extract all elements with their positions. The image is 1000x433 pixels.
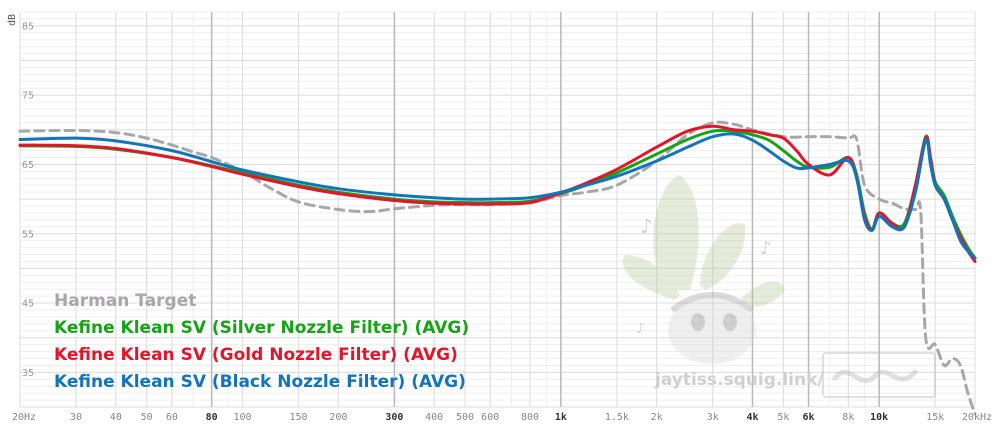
x-tick-label: 300 bbox=[385, 412, 403, 423]
legend-entry[interactable]: Kefine Klean SV (Black Nozzle Filter) (A… bbox=[54, 372, 466, 392]
x-tick-label: 600 bbox=[481, 412, 499, 423]
chart-legend: Harman Target Kefine Klean SV (Silver No… bbox=[54, 288, 469, 396]
legend-entry[interactable]: Kefine Klean SV (Silver Nozzle Filter) (… bbox=[54, 318, 470, 338]
x-tick-label: 1k bbox=[555, 412, 567, 423]
x-tick-label: 200 bbox=[329, 412, 347, 423]
svg-text:♪: ♪ bbox=[760, 238, 772, 259]
series-line-3[interactable] bbox=[18, 132, 977, 260]
x-tick-label: 3k bbox=[707, 412, 719, 423]
svg-text:♪: ♪ bbox=[640, 214, 653, 238]
x-tick-label: 2k bbox=[651, 412, 663, 423]
x-tick-label: 15k bbox=[926, 412, 944, 423]
legend-entry[interactable]: Harman Target bbox=[54, 291, 197, 311]
svg-text:♪: ♪ bbox=[636, 321, 645, 337]
curves-layer bbox=[18, 120, 977, 416]
squig-logo-box bbox=[822, 352, 936, 398]
x-tick-label: 8k bbox=[842, 412, 854, 423]
x-tick-label: 20kHz bbox=[962, 412, 992, 423]
watermark-url: jaytiss.squig.link/ bbox=[655, 370, 824, 390]
x-tick-label: 5k bbox=[777, 412, 789, 423]
x-tick-label: 100 bbox=[233, 412, 251, 423]
x-tick-label: 30 bbox=[70, 412, 82, 423]
x-tick-label: 60 bbox=[166, 412, 178, 423]
x-tick-label: 20Hz bbox=[12, 412, 36, 423]
x-tick-label: 10k bbox=[870, 412, 888, 423]
x-tick-label: 4k bbox=[746, 412, 758, 423]
x-tick-label: 400 bbox=[425, 412, 443, 423]
y-tick-label: 35 bbox=[22, 368, 34, 379]
y-tick-label: 85 bbox=[22, 21, 34, 32]
chart-grid bbox=[19, 11, 976, 408]
y-tick-label: 65 bbox=[22, 160, 34, 171]
x-tick-label: 6k bbox=[803, 412, 815, 423]
x-tick-label: 150 bbox=[290, 412, 308, 423]
x-tick-label: 1.5k bbox=[605, 412, 629, 423]
x-tick-label: 50 bbox=[141, 412, 153, 423]
x-tick-label: 800 bbox=[521, 412, 539, 423]
legend-entry[interactable]: Kefine Klean SV (Gold Nozzle Filter) (AV… bbox=[54, 345, 458, 365]
series-line-2[interactable] bbox=[18, 124, 977, 263]
y-tick-label: 55 bbox=[22, 229, 34, 240]
x-tick-label: 500 bbox=[456, 412, 474, 423]
y-tick-label: 45 bbox=[22, 299, 34, 310]
squig-mascot-watermark: ♪ ♪ ♪ bbox=[622, 175, 785, 364]
x-tick-label: 40 bbox=[110, 412, 122, 423]
y-tick-label: 75 bbox=[22, 91, 34, 102]
y-axis-label: dB bbox=[7, 14, 18, 26]
axis-labels: 20Hz 30 40 50 60 80 100 150 200 300 400 500 600 800 1k… bbox=[7, 14, 992, 423]
x-tick-label: 80 bbox=[206, 412, 218, 423]
